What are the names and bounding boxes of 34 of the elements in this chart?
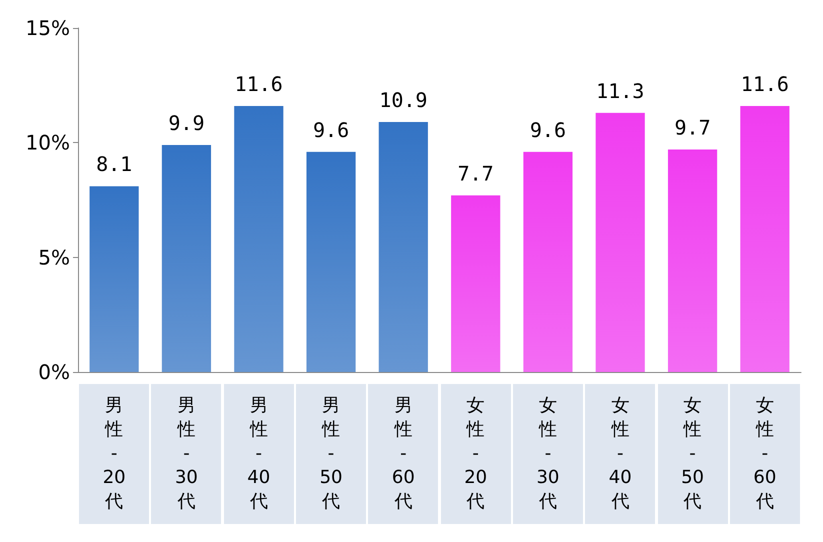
y-tick-label: 5% [38,245,70,270]
data-label: 7.7 [458,161,494,186]
x-tick-label: 女性-50代 [681,394,704,514]
data-label: 9.9 [168,110,205,135]
bar [90,186,139,372]
x-tick-label: 男性-50代 [320,394,342,514]
bar [523,152,573,372]
data-label: 11.3 [596,78,644,103]
x-tick-label: 女性-60代 [753,394,776,514]
x-tick-label: 女性-40代 [608,394,632,514]
y-tick-label: 10% [26,130,70,155]
bar [596,112,645,372]
x-tick-label: 男性-40代 [247,394,270,514]
data-label: 9.6 [530,118,566,142]
x-tick-label: 男性-30代 [174,394,198,514]
x-tick-label: 女性-20代 [464,394,488,514]
data-label: 11.6 [740,72,789,96]
x-tick-label: 男性-60代 [392,394,415,514]
bar [740,106,790,372]
bar [668,150,718,372]
bar [234,106,284,372]
data-label: 9.7 [674,116,711,140]
x-tick-label: 男性-20代 [102,394,126,514]
data-label: 11.6 [234,72,283,96]
bar [378,122,428,372]
data-label: 8.1 [96,152,132,176]
y-tick-label: 15% [26,16,70,40]
y-tick-label: 0% [38,360,70,384]
bar [162,144,212,372]
bar [306,152,356,372]
bar [451,195,500,372]
data-label: 9.6 [312,118,350,142]
data-label: 10.9 [379,88,428,112]
x-tick-label: 女性-30代 [536,394,560,514]
